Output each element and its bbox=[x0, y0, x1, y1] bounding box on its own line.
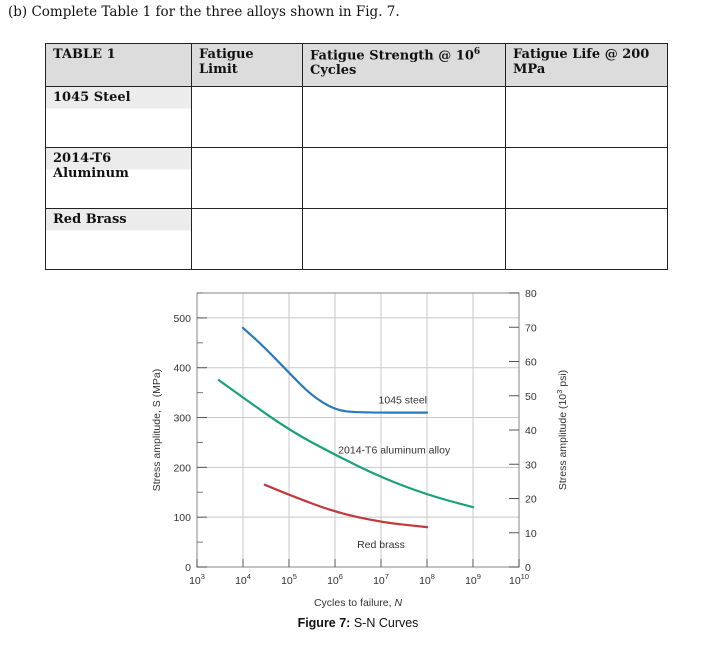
answer-cell[interactable] bbox=[191, 147, 303, 209]
y-tick-label: 0 bbox=[185, 562, 191, 574]
y-right-tick-label: 60 bbox=[525, 357, 537, 369]
x-tick-label: 109 bbox=[465, 572, 481, 587]
steel-curve bbox=[241, 326, 429, 414]
answer-cell[interactable] bbox=[302, 208, 506, 270]
y-tick-label: 500 bbox=[173, 313, 191, 325]
label-red-brass: Red brass bbox=[357, 539, 405, 551]
row-label-aluminum: 2014-T6 Aluminum bbox=[46, 148, 191, 208]
x-axis-label: Cycles to failure, N bbox=[314, 597, 403, 609]
answer-cell[interactable] bbox=[505, 147, 668, 209]
answer-cell[interactable] bbox=[302, 147, 506, 209]
table-row: Red Brass bbox=[45, 208, 668, 270]
x-tick-label: 1010 bbox=[509, 572, 529, 587]
y-right-tick-label: 30 bbox=[525, 459, 537, 471]
table-1: TABLE 1 Fatigue Limit Fatigue Strength @… bbox=[45, 43, 668, 270]
label-1045-steel: 1045 steel bbox=[379, 395, 427, 407]
figure-caption: Figure 7: S-N Curves bbox=[297, 616, 419, 630]
y-right-tick-label: 10 bbox=[525, 528, 537, 540]
y-right-tick-label: 40 bbox=[525, 425, 537, 437]
plot-frame bbox=[196, 292, 520, 568]
x-tick-label: 107 bbox=[373, 572, 389, 587]
header-fatigue-limit: Fatigue Limit bbox=[191, 43, 303, 87]
y-tick-label: 300 bbox=[173, 413, 191, 425]
header-fatigue-strength: Fatigue Strength @ 106 Cycles bbox=[302, 43, 506, 87]
y-tick-label: 400 bbox=[173, 363, 191, 375]
table-row: 2014-T6 Aluminum bbox=[45, 147, 668, 209]
y-right-tick-label: 80 bbox=[525, 288, 537, 300]
y-tick-label: 100 bbox=[173, 512, 191, 524]
label-2014-aluminum: 2014-T6 aluminum alloy bbox=[338, 444, 451, 456]
answer-cell[interactable] bbox=[302, 86, 506, 148]
row-label-steel: 1045 Steel bbox=[46, 87, 191, 147]
header-fatigue-life: Fatigue Life @ 200 MPa bbox=[505, 43, 668, 87]
table-header-row: TABLE 1 Fatigue Limit Fatigue Strength @… bbox=[45, 43, 668, 87]
x-tick-label: 106 bbox=[327, 572, 343, 587]
y-right-tick-label: 0 bbox=[525, 562, 531, 574]
x-tick-label: 104 bbox=[235, 572, 251, 587]
table-title: TABLE 1 bbox=[45, 43, 192, 87]
x-tick-label: 103 bbox=[189, 572, 205, 587]
y-right-tick-label: 20 bbox=[525, 494, 537, 506]
y-right-tick-label: 50 bbox=[525, 391, 537, 403]
answer-cell[interactable] bbox=[191, 208, 303, 270]
question-text: (b) Complete Table 1 for the three alloy… bbox=[8, 4, 400, 20]
y-tick-label: 200 bbox=[173, 462, 191, 474]
sn-curve-chart: 0 100 200 300 400 500 0 10 20 30 40 50 60 70 80 103 104 1… bbox=[151, 288, 569, 609]
answer-cell[interactable] bbox=[505, 86, 668, 148]
answer-cell[interactable] bbox=[505, 208, 668, 270]
row-label-brass: Red Brass bbox=[46, 209, 191, 269]
y-right-tick-label: 70 bbox=[525, 322, 537, 334]
table-row: 1045 Steel bbox=[45, 86, 668, 148]
x-tick-label: 108 bbox=[419, 572, 435, 587]
brass-curve bbox=[263, 483, 429, 529]
aluminum-curve bbox=[217, 379, 475, 509]
x-tick-label: 105 bbox=[281, 572, 297, 587]
y-axis-label: Stress amplitude, S (MPa) bbox=[151, 369, 163, 492]
y-right-axis-label: Stress amplitude (103 psi) bbox=[555, 370, 569, 490]
answer-cell[interactable] bbox=[191, 86, 303, 148]
